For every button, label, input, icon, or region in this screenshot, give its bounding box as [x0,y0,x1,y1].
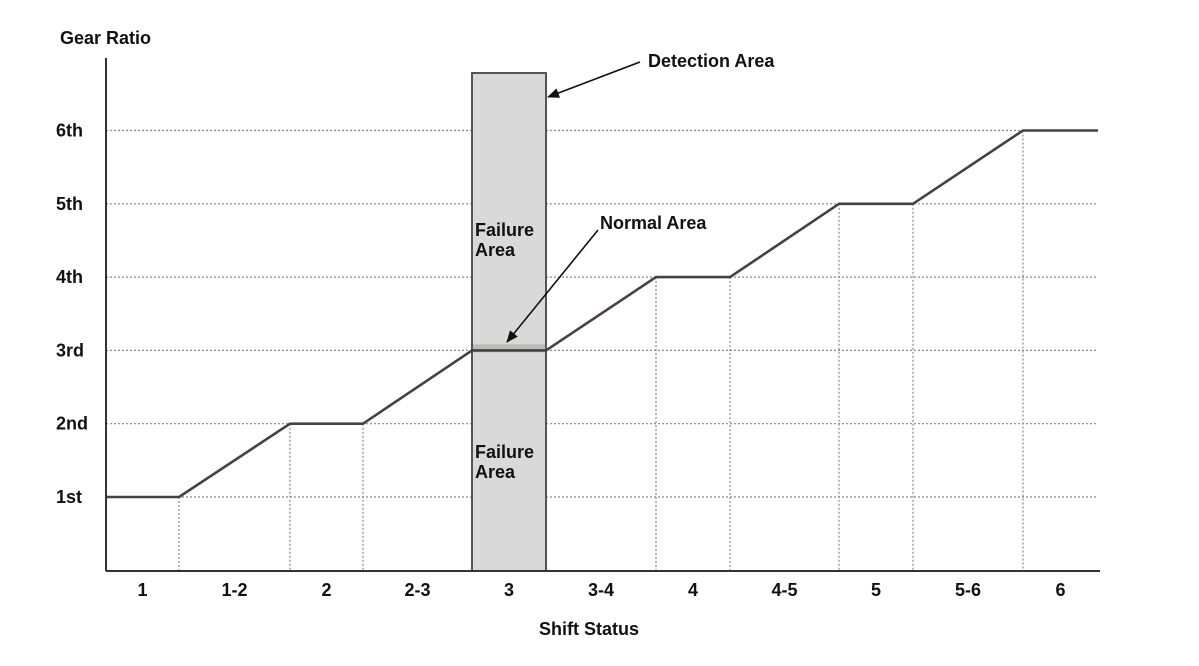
failure-area-lower-line2: Area [475,462,516,482]
detection-area-arrow [547,61,641,98]
x-tick-label: 4 [688,580,698,600]
y-tick-label: 6th [56,121,83,141]
normal-area-label: Normal Area [600,213,707,233]
x-tick-label: 2-3 [404,580,430,600]
x-tick-label: 1-2 [221,580,247,600]
detection-area-label: Detection Area [648,51,775,71]
y-tick-label: 1st [56,487,82,507]
y-tick-label: 4th [56,267,83,287]
grid-lines [106,129,1098,571]
x-axis-title: Shift Status [539,619,639,639]
x-tick-label: 3-4 [588,580,614,600]
failure-area-lower-line1: Failure [475,442,534,462]
detection-area-rect [471,72,547,572]
x-tick-label: 3 [504,580,514,600]
x-tick-labels: 1 1-2 2 2-3 3 3-4 4 4-5 5 5-6 6 [137,580,1065,600]
x-tick-label: 1 [137,580,147,600]
y-axis-title: Gear Ratio [60,28,151,48]
y-tick-labels: 1st 2nd 3rd 4th 5th 6th [56,121,88,508]
x-tick-label: 5 [871,580,881,600]
y-tick-label: 3rd [56,340,84,360]
gear-ratio-line [106,129,1098,499]
x-tick-label: 5-6 [955,580,981,600]
y-tick-label: 5th [56,194,83,214]
y-tick-label: 2nd [56,414,88,434]
normal-area-arrow [506,229,599,343]
failure-area-upper-line2: Area [475,240,516,260]
x-tick-label: 4-5 [771,580,797,600]
x-tick-label: 6 [1055,580,1065,600]
gear-ratio-series-line [106,129,1098,499]
x-tick-label: 2 [321,580,331,600]
detection-area [471,72,547,572]
failure-area-upper-line1: Failure [475,220,534,240]
normal-area-band [473,344,545,353]
